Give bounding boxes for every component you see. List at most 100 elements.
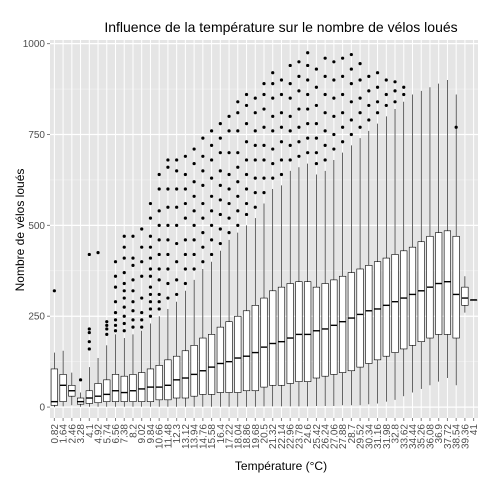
outlier-point xyxy=(332,78,336,82)
iqr-box xyxy=(234,315,242,393)
outlier-point xyxy=(271,114,275,118)
outlier-point xyxy=(148,234,153,238)
x-tick-label: 20.5 xyxy=(260,424,271,444)
box-29.52 xyxy=(356,62,364,406)
outlier-point xyxy=(140,318,144,322)
outlier-point xyxy=(175,205,179,209)
outlier-point xyxy=(288,158,292,162)
outlier-point xyxy=(271,176,275,180)
outlier-point xyxy=(157,187,161,191)
x-tick-label: 8.2 xyxy=(128,424,139,438)
outlier-point xyxy=(192,223,196,227)
outlier-point xyxy=(201,201,205,206)
outlier-point xyxy=(244,201,249,206)
y-tick-label: 0 xyxy=(39,403,45,414)
x-tick-label: 31.16 xyxy=(373,424,384,449)
iqr-box xyxy=(391,254,399,353)
outlier-point xyxy=(341,140,345,144)
x-tick-label: 22.14 xyxy=(277,424,288,449)
outlier-point xyxy=(253,96,257,100)
outlier-point xyxy=(253,205,257,209)
x-tick-label: 4.1 xyxy=(85,424,96,438)
outlier-point xyxy=(148,201,153,206)
outlier-point xyxy=(166,165,170,169)
outlier-point xyxy=(201,216,205,220)
outlier-point xyxy=(218,241,222,246)
outlier-point xyxy=(271,96,275,100)
iqr-box xyxy=(286,283,294,384)
outlier-point xyxy=(175,158,179,162)
outlier-point xyxy=(262,92,266,97)
box-5.74 xyxy=(103,320,111,407)
outlier-point xyxy=(227,216,231,220)
iqr-box xyxy=(312,286,320,379)
x-tick-label: 17.22 xyxy=(225,424,236,449)
iqr-box xyxy=(339,275,347,373)
box-2.46 xyxy=(68,372,76,406)
x-tick-label: 14.76 xyxy=(198,424,209,449)
outlier-point xyxy=(148,216,153,220)
outlier-point xyxy=(454,125,458,129)
outlier-point xyxy=(262,158,266,162)
outlier-point xyxy=(227,151,231,155)
box-24.6 xyxy=(304,51,312,407)
outlier-point xyxy=(87,330,91,335)
box-1.64 xyxy=(59,350,67,407)
outlier-point xyxy=(306,92,310,97)
outlier-point xyxy=(262,107,266,111)
outlier-point xyxy=(253,191,257,195)
outlier-point xyxy=(306,51,310,55)
outlier-point xyxy=(262,143,266,148)
outlier-point xyxy=(166,158,170,162)
x-tick-label: 10.66 xyxy=(155,424,166,449)
iqr-box xyxy=(225,321,233,393)
box-36.08 xyxy=(426,87,434,386)
box-12.3 xyxy=(173,158,181,407)
box-34.44 xyxy=(408,94,417,393)
outlier-point xyxy=(384,103,388,108)
box-13.12 xyxy=(181,154,189,407)
outlier-point xyxy=(332,96,336,100)
x-tick-label: 36.08 xyxy=(425,424,436,449)
outlier-point xyxy=(349,100,353,104)
iqr-box xyxy=(129,374,137,402)
iqr-box xyxy=(94,383,102,404)
box-9.02 xyxy=(138,227,146,407)
outlier-point xyxy=(157,172,161,177)
outlier-point xyxy=(262,125,266,129)
outlier-point xyxy=(87,327,91,331)
iqr-box xyxy=(304,281,312,382)
outlier-point xyxy=(358,96,362,100)
outlier-point xyxy=(192,161,196,166)
iqr-box xyxy=(242,310,251,392)
x-tick-label: 18.86 xyxy=(242,424,253,449)
y-axis-title: Nombre de vélos loués xyxy=(13,169,27,292)
outlier-point xyxy=(393,80,397,84)
outlier-point xyxy=(341,74,345,78)
outlier-point xyxy=(113,318,118,322)
x-tick-label: 21.32 xyxy=(268,424,279,449)
x-tick-label: 30.34 xyxy=(364,424,375,449)
outlier-point xyxy=(323,143,327,148)
outlier-point xyxy=(175,292,179,297)
x-tick-label: 11.48 xyxy=(163,424,174,449)
outlier-point xyxy=(131,256,135,260)
outlier-point xyxy=(323,111,327,115)
outlier-point xyxy=(175,223,179,227)
outlier-point xyxy=(262,176,266,180)
x-tick-label: 18.04 xyxy=(233,424,244,449)
outlier-point xyxy=(367,89,371,93)
iqr-box xyxy=(277,286,286,386)
outlier-point xyxy=(244,103,249,108)
iqr-box xyxy=(400,250,408,350)
iqr-box xyxy=(50,368,58,406)
outlier-point xyxy=(87,340,91,344)
outlier-point xyxy=(341,125,345,129)
outlier-point xyxy=(209,194,214,198)
x-tick-label: 5.74 xyxy=(102,424,113,444)
outlier-point xyxy=(209,143,214,148)
outlier-point xyxy=(402,92,406,97)
outlier-point xyxy=(244,140,249,144)
outlier-point xyxy=(288,96,292,100)
